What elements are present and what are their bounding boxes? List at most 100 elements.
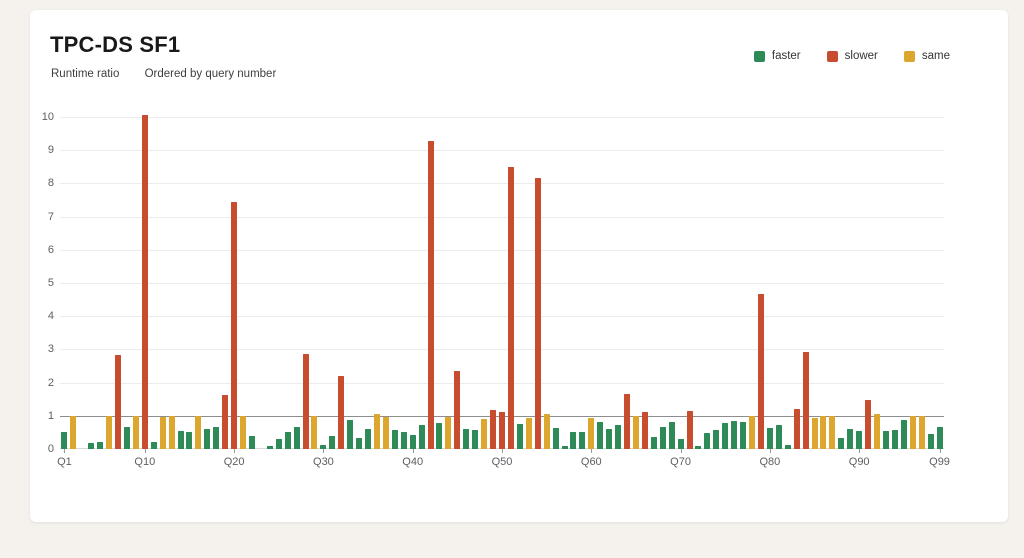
bar-Q6-same[interactable] <box>106 415 113 449</box>
bar-Q63-faster[interactable] <box>615 424 622 449</box>
bar-Q69-faster[interactable] <box>668 421 675 449</box>
bar-Q55-same[interactable] <box>543 414 550 449</box>
bar-Q27-faster[interactable] <box>293 427 300 449</box>
bar-Q97-same[interactable] <box>918 415 925 449</box>
bar-Q79-slower[interactable] <box>757 293 764 449</box>
bar-Q66-slower[interactable] <box>641 412 648 449</box>
bar-Q16-same[interactable] <box>195 415 202 449</box>
legend-item-slower[interactable]: slower <box>826 50 878 62</box>
bar-Q81-faster[interactable] <box>775 425 782 449</box>
bar-Q88-faster[interactable] <box>838 437 845 449</box>
bar-Q42-slower[interactable] <box>427 140 434 449</box>
bar-Q53-same[interactable] <box>525 418 532 449</box>
bar-Q44-same[interactable] <box>445 416 452 449</box>
bar-Q65-same[interactable] <box>632 416 639 449</box>
bar-Q86-same[interactable] <box>820 415 827 449</box>
bar-Q8-faster[interactable] <box>123 427 130 449</box>
bar-Q40-faster[interactable] <box>409 435 416 449</box>
bar-Q47-faster[interactable] <box>472 430 479 449</box>
bar-Q30-faster[interactable] <box>320 444 327 449</box>
bar-Q67-faster[interactable] <box>650 437 657 449</box>
bar-Q36-same[interactable] <box>373 414 380 449</box>
legend-item-faster[interactable]: faster <box>753 50 801 62</box>
bar-Q73-faster[interactable] <box>704 433 711 449</box>
bar-Q39-faster[interactable] <box>400 432 407 449</box>
bar-Q82-faster[interactable] <box>784 445 791 449</box>
bar-Q46-faster[interactable] <box>463 428 470 449</box>
bar-Q24-faster[interactable] <box>266 445 273 449</box>
bar-Q58-faster[interactable] <box>570 432 577 449</box>
bar-Q14-faster[interactable] <box>177 431 184 449</box>
bar-Q25-faster[interactable] <box>275 439 282 449</box>
bar-Q13-same[interactable] <box>168 415 175 449</box>
legend-item-same[interactable]: same <box>903 50 950 62</box>
bar-Q61-faster[interactable] <box>597 421 604 449</box>
bar-Q28-slower[interactable] <box>302 354 309 449</box>
bar-Q7-slower[interactable] <box>115 355 122 449</box>
bar-Q12-same[interactable] <box>159 417 166 449</box>
bar-Q93-faster[interactable] <box>882 431 889 449</box>
bar-Q31-faster[interactable] <box>329 436 336 449</box>
bar-Q83-slower[interactable] <box>793 408 800 449</box>
bar-Q19-slower[interactable] <box>222 394 229 449</box>
bar-Q29-same[interactable] <box>311 415 318 449</box>
bar-Q34-faster[interactable] <box>356 437 363 449</box>
bar-Q68-faster[interactable] <box>659 427 666 449</box>
bar-Q75-faster[interactable] <box>722 423 729 449</box>
bar-Q38-faster[interactable] <box>391 430 398 449</box>
bar-Q48-same[interactable] <box>481 419 488 449</box>
bar-Q41-faster[interactable] <box>418 424 425 449</box>
bar-Q20-slower[interactable] <box>231 202 238 449</box>
bar-Q91-slower[interactable] <box>865 400 872 449</box>
bar-Q5-faster[interactable] <box>97 442 104 449</box>
bar-Q52-faster[interactable] <box>516 424 523 449</box>
bar-Q59-faster[interactable] <box>579 432 586 449</box>
bar-Q77-faster[interactable] <box>740 421 747 449</box>
bar-Q2-same[interactable] <box>70 415 77 449</box>
bar-Q85-same[interactable] <box>811 418 818 449</box>
bar-Q76-faster[interactable] <box>731 421 738 449</box>
bar-Q10-slower[interactable] <box>141 115 148 449</box>
bar-Q78-same[interactable] <box>749 416 756 449</box>
bar-Q62-faster[interactable] <box>606 429 613 449</box>
bar-Q4-faster[interactable] <box>88 442 95 449</box>
bar-Q56-faster[interactable] <box>552 427 559 449</box>
bar-Q84-slower[interactable] <box>802 351 809 449</box>
bar-Q15-faster[interactable] <box>186 432 193 449</box>
bar-Q11-faster[interactable] <box>150 442 157 449</box>
bar-Q54-slower[interactable] <box>534 178 541 449</box>
bar-Q94-faster[interactable] <box>891 430 898 449</box>
bar-Q70-faster[interactable] <box>677 438 684 449</box>
bar-Q74-faster[interactable] <box>713 429 720 449</box>
bar-Q35-faster[interactable] <box>365 428 372 449</box>
bar-Q99-faster[interactable] <box>936 427 943 449</box>
bar-Q18-faster[interactable] <box>213 427 220 449</box>
bar-Q17-faster[interactable] <box>204 429 211 449</box>
bar-Q87-same[interactable] <box>829 415 836 449</box>
bar-Q9-same[interactable] <box>132 415 139 449</box>
bar-Q98-faster[interactable] <box>927 434 934 449</box>
bar-Q80-faster[interactable] <box>766 428 773 449</box>
bar-Q37-same[interactable] <box>382 417 389 449</box>
bar-Q43-faster[interactable] <box>436 423 443 449</box>
bar-Q50-slower[interactable] <box>499 411 505 449</box>
bar-Q64-slower[interactable] <box>624 394 630 449</box>
bar-Q45-slower[interactable] <box>454 370 461 449</box>
bar-Q1-faster[interactable] <box>61 432 68 449</box>
bar-Q33-faster[interactable] <box>347 420 354 449</box>
bar-Q72-faster[interactable] <box>695 446 702 449</box>
bar-Q22-faster[interactable] <box>248 436 255 449</box>
bar-Q21-same[interactable] <box>240 415 247 449</box>
bar-Q90-faster[interactable] <box>856 431 863 449</box>
bar-Q49-slower[interactable] <box>490 409 497 449</box>
bar-Q89-faster[interactable] <box>847 428 854 449</box>
bar-Q92-same[interactable] <box>874 414 881 449</box>
bar-Q95-faster[interactable] <box>900 420 907 449</box>
bar-Q26-faster[interactable] <box>284 432 291 449</box>
bar-Q60-same[interactable] <box>588 418 595 449</box>
bar-Q57-faster[interactable] <box>561 446 568 449</box>
bar-Q96-same[interactable] <box>909 415 916 449</box>
bar-Q51-slower[interactable] <box>507 167 514 449</box>
bar-Q32-slower[interactable] <box>338 375 345 449</box>
bar-Q71-slower[interactable] <box>686 411 693 449</box>
